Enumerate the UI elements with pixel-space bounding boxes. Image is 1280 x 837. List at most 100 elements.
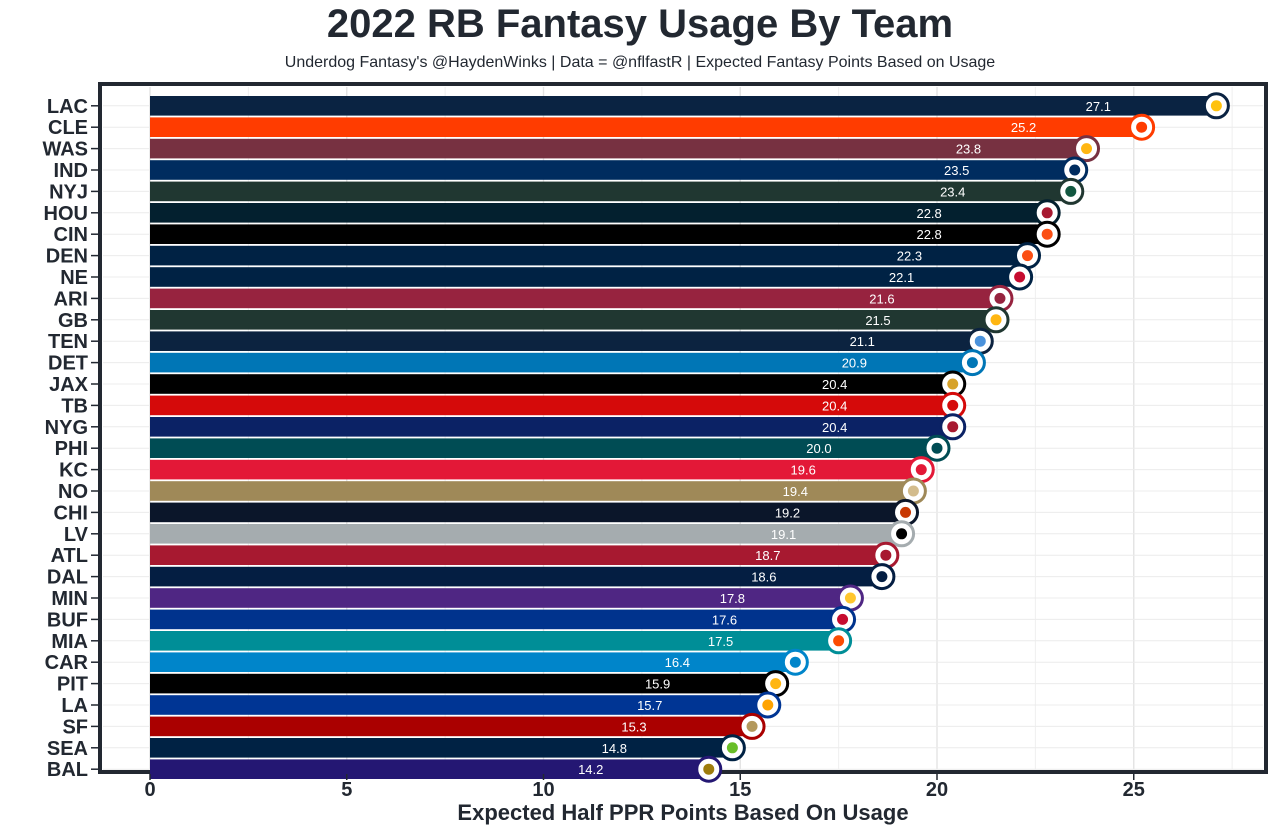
y-tick-label-la: LA xyxy=(61,695,88,717)
y-tick-label-nyg: NYG xyxy=(45,417,88,439)
bar-buf xyxy=(150,609,843,630)
value-label-lac: 27.1 xyxy=(1086,99,1111,114)
bar-kc xyxy=(150,459,922,480)
y-tick-label-buf: BUF xyxy=(47,609,88,631)
team-logo-icon-car xyxy=(781,648,809,676)
bar-no xyxy=(150,481,914,501)
bar-jax xyxy=(150,374,953,394)
value-label-pit: 15.9 xyxy=(645,677,670,692)
team-logo-icon-bal xyxy=(695,755,723,783)
value-label-ten: 21.1 xyxy=(850,334,875,349)
value-label-sf: 15.3 xyxy=(621,719,646,734)
team-logo-icon-hou xyxy=(1033,199,1061,227)
team-logo-icon-sea xyxy=(718,734,746,762)
value-label-cin: 22.8 xyxy=(916,227,941,242)
x-axis-label: Expected Half PPR Points Based On Usage xyxy=(457,800,909,825)
bar-tb xyxy=(150,395,953,416)
bar-cin xyxy=(150,224,1048,244)
value-label-den: 22.3 xyxy=(897,249,922,264)
bar-ind xyxy=(150,160,1075,180)
value-label-mia: 17.5 xyxy=(708,634,733,649)
value-label-hou: 22.8 xyxy=(916,206,941,221)
bar-det xyxy=(150,352,973,373)
bar-mia xyxy=(150,631,839,651)
y-tick-label-gb: GB xyxy=(58,310,88,332)
chart-title: 2022 RB Fantasy Usage By Team xyxy=(326,2,954,46)
bar-lv xyxy=(150,524,902,544)
y-tick-label-det: DET xyxy=(48,353,88,375)
y-tick-label-ind: IND xyxy=(54,160,88,182)
x-tick-label: 20 xyxy=(926,779,948,801)
team-logo-icon-lv xyxy=(888,520,916,548)
value-label-sea: 14.8 xyxy=(602,741,627,756)
y-tick-label-atl: ATL xyxy=(51,545,88,567)
value-label-was: 23.8 xyxy=(956,142,981,157)
bar-sea xyxy=(150,738,733,758)
y-tick-label-no: NO xyxy=(58,481,88,503)
bar-ne xyxy=(150,267,1020,287)
team-logo-icon-tb xyxy=(939,391,967,419)
team-logo-icon-dal xyxy=(868,563,896,591)
team-logo-icon-cle xyxy=(1128,113,1156,141)
y-tick-label-den: DEN xyxy=(46,246,88,268)
y-tick-label-kc: KC xyxy=(59,460,88,482)
value-label-gb: 21.5 xyxy=(865,313,890,328)
value-label-cle: 25.2 xyxy=(1011,120,1036,135)
bar-ten xyxy=(150,331,981,351)
team-logo-icon-phi xyxy=(923,434,951,462)
y-tick-label-tb: TB xyxy=(61,395,88,417)
value-label-min: 17.8 xyxy=(720,591,745,606)
bar-la xyxy=(150,695,768,715)
team-logo-icon-jax xyxy=(939,370,967,398)
team-logo-icon-nyj xyxy=(1057,177,1085,205)
value-label-lv: 19.1 xyxy=(771,527,796,542)
bar-gb xyxy=(150,310,997,330)
value-label-jax: 20.4 xyxy=(822,377,847,392)
value-label-no: 19.4 xyxy=(783,484,808,499)
value-label-tb: 20.4 xyxy=(822,398,847,413)
bar-sf xyxy=(150,716,753,737)
y-tick-label-pit: PIT xyxy=(57,674,88,696)
value-label-bal: 14.2 xyxy=(578,762,603,777)
bar-car xyxy=(150,652,796,672)
bar-nyg xyxy=(150,417,953,437)
bar-phi xyxy=(150,438,937,458)
x-tick-label: 15 xyxy=(729,779,751,801)
team-logo-icon-was xyxy=(1073,135,1101,163)
y-tick-label-nyj: NYJ xyxy=(49,181,88,203)
x-tick-label: 10 xyxy=(532,779,554,801)
y-tick-label-hou: HOU xyxy=(44,203,88,225)
bar-lac xyxy=(150,96,1217,116)
y-tick-label-lac: LAC xyxy=(47,96,88,118)
bar-den xyxy=(150,245,1028,266)
y-tick-label-ne: NE xyxy=(60,267,88,289)
x-tick-label: 0 xyxy=(144,779,155,801)
value-label-ari: 21.6 xyxy=(869,291,894,306)
bar-bal xyxy=(150,759,709,779)
value-label-ind: 23.5 xyxy=(944,163,969,178)
y-tick-label-car: CAR xyxy=(45,652,89,674)
bar-chi xyxy=(150,502,906,523)
y-tick-label-phi: PHI xyxy=(55,438,88,460)
value-label-kc: 19.6 xyxy=(791,463,816,478)
bar-dal xyxy=(150,566,882,587)
team-logo-icon-ari xyxy=(986,284,1014,312)
y-tick-label-chi: CHI xyxy=(54,502,88,524)
value-label-dal: 18.6 xyxy=(751,570,776,585)
value-label-buf: 17.6 xyxy=(712,612,737,627)
bar-hou xyxy=(150,203,1048,223)
value-label-nyg: 20.4 xyxy=(822,420,847,435)
y-tick-label-lv: LV xyxy=(64,524,89,546)
team-logo-icon-det xyxy=(958,349,986,377)
team-logo-icon-mia xyxy=(825,627,853,655)
bar-nyj xyxy=(150,181,1071,202)
y-tick-label-mia: MIA xyxy=(51,631,88,653)
value-label-phi: 20.0 xyxy=(806,441,831,456)
team-logo-icon-nyg xyxy=(939,413,967,441)
x-tick-label: 5 xyxy=(341,779,352,801)
value-label-det: 20.9 xyxy=(842,356,867,371)
bar-cle xyxy=(150,117,1142,137)
y-tick-label-jax: JAX xyxy=(49,374,89,396)
y-tick-label-sea: SEA xyxy=(47,738,88,760)
